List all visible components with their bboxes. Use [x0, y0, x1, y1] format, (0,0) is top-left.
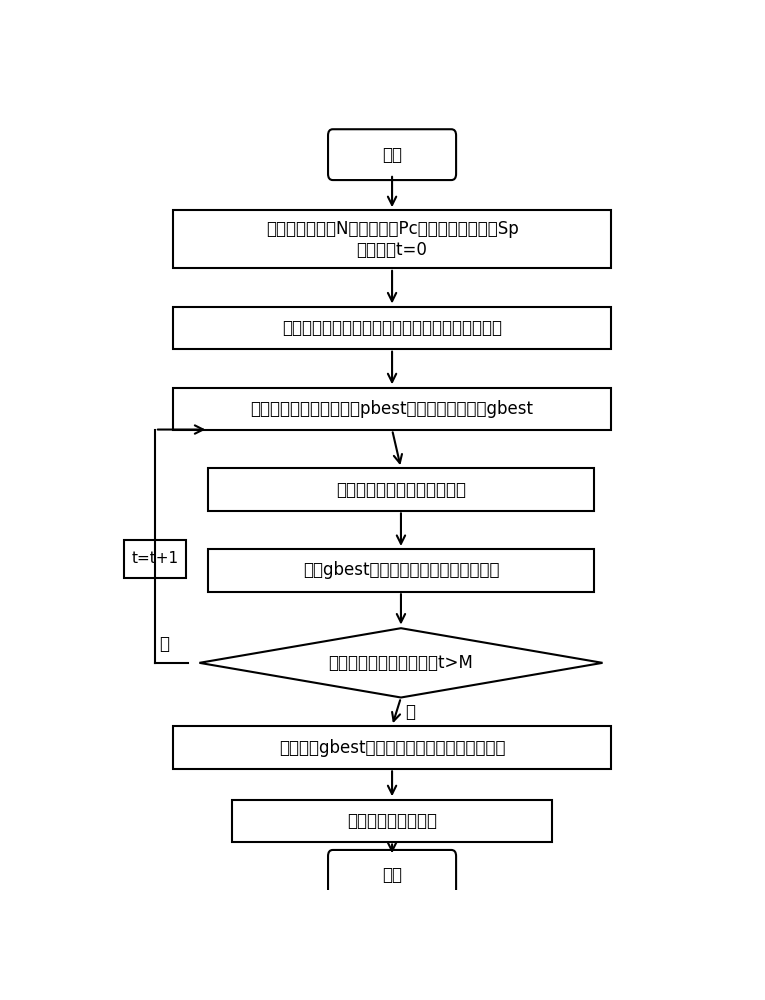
Polygon shape	[200, 628, 603, 698]
Bar	[173, 388, 611, 430]
Bar	[173, 210, 611, 268]
Text: 开始: 开始	[382, 146, 402, 164]
Bar	[208, 549, 594, 592]
Text: 更新gbest，并计算子代粒子位置和速度: 更新gbest，并计算子代粒子位置和速度	[303, 561, 500, 579]
Bar	[173, 726, 611, 769]
Text: t=t+1: t=t+1	[132, 551, 178, 566]
Text: 输出目标函数最优解: 输出目标函数最优解	[347, 812, 437, 830]
Text: 是否达到最大迭代次数：t>M: 是否达到最大迭代次数：t>M	[328, 654, 474, 672]
FancyBboxPatch shape	[328, 850, 456, 899]
Text: 初始化各微粒位置和速度，并计算相应目标函数值: 初始化各微粒位置和速度，并计算相应目标函数值	[282, 319, 502, 337]
FancyBboxPatch shape	[328, 129, 456, 180]
Text: 不断修正各微粒的位置和速度: 不断修正各微粒的位置和速度	[336, 481, 466, 499]
Text: 将微粒位置和适应度存于pbest，并将最优值存于gbest: 将微粒位置和适应度存于pbest，并将最优值存于gbest	[251, 400, 533, 418]
Bar	[208, 468, 594, 511]
Text: 结束: 结束	[382, 866, 402, 884]
Text: 是: 是	[405, 703, 415, 721]
Bar	[232, 800, 552, 842]
Text: 不断筛选gbest局部最优，得到目标函数最优解: 不断筛选gbest局部最优，得到目标函数最优解	[278, 739, 506, 757]
Text: 设定杂交粒子数N、杂交概率Pc、杂交池比例大小Sp
迭代次数t=0: 设定杂交粒子数N、杂交概率Pc、杂交池比例大小Sp 迭代次数t=0	[265, 220, 519, 259]
Bar	[173, 307, 611, 349]
Bar	[124, 540, 186, 578]
Text: 否: 否	[160, 635, 170, 653]
